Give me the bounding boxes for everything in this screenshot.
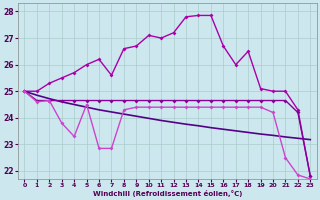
- X-axis label: Windchill (Refroidissement éolien,°C): Windchill (Refroidissement éolien,°C): [93, 190, 242, 197]
